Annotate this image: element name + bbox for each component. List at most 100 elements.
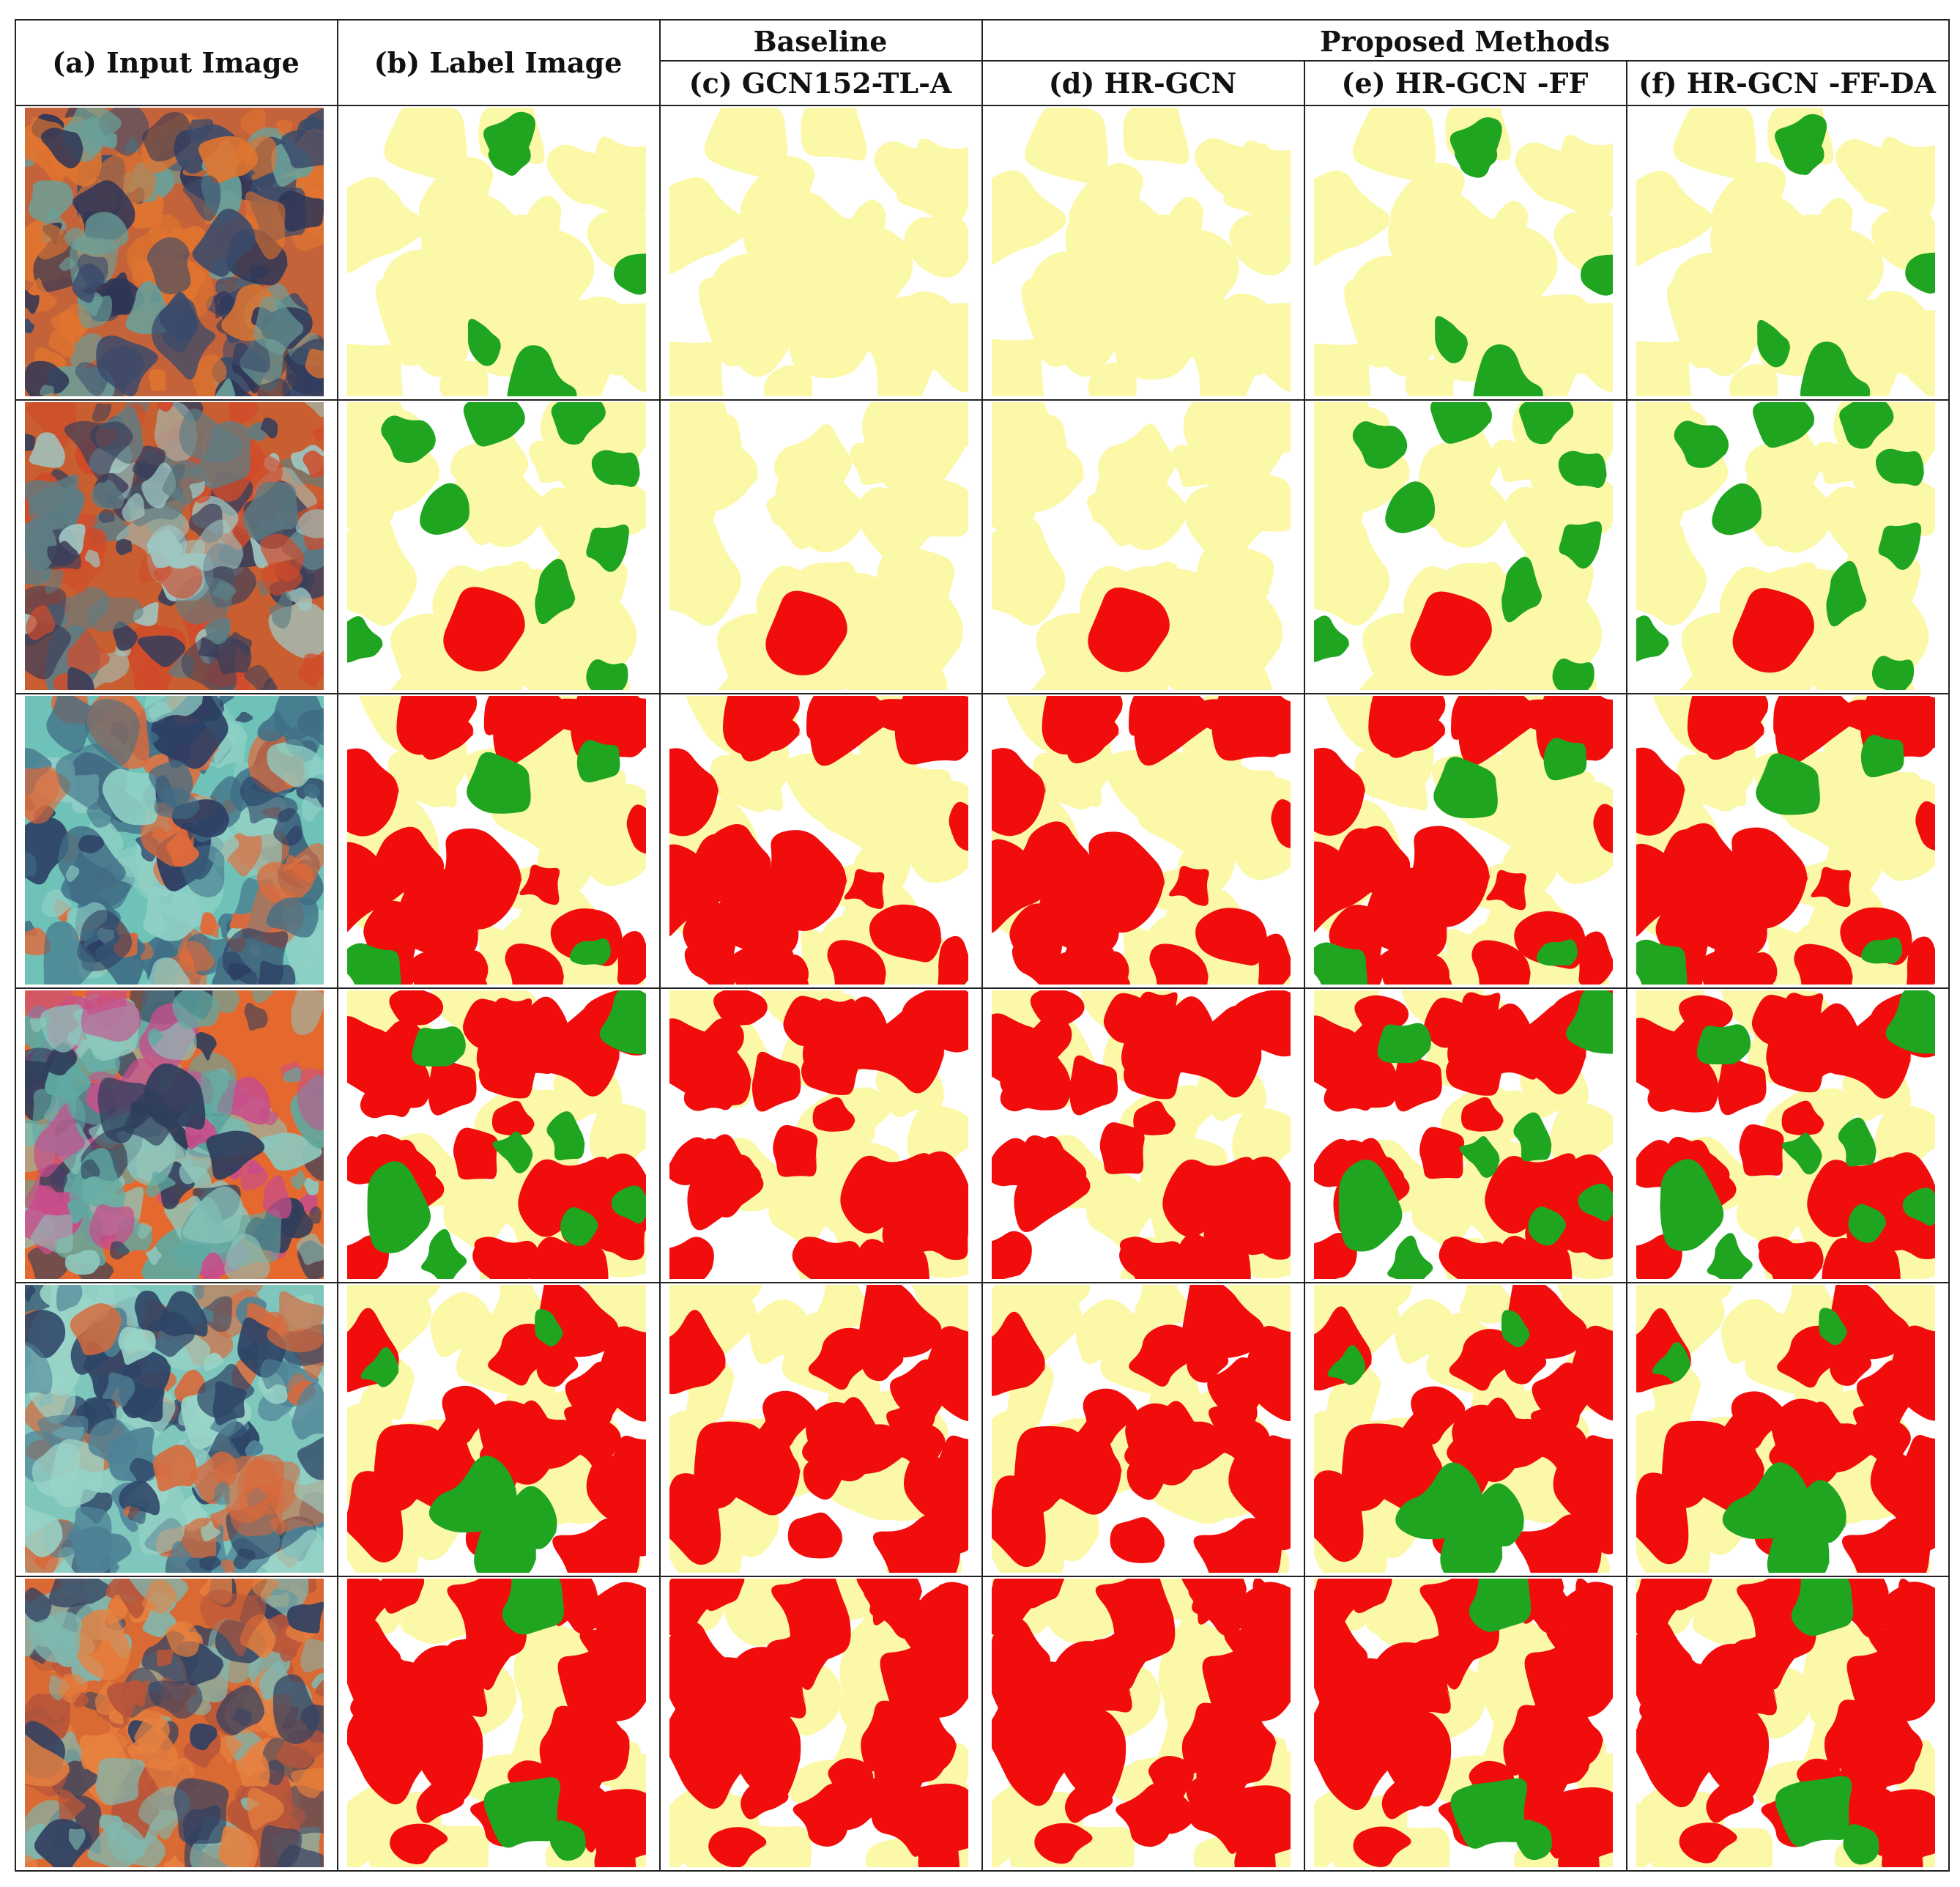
green-region xyxy=(1501,1310,1531,1348)
segmentation-map xyxy=(1314,990,1613,1279)
red-region xyxy=(1781,1100,1825,1135)
terrain-patch xyxy=(193,1031,218,1061)
terrain-patch xyxy=(292,1382,324,1440)
red-region xyxy=(1120,1237,1188,1279)
green-region xyxy=(535,1308,564,1346)
red-region xyxy=(1133,1100,1177,1135)
green-region xyxy=(1543,738,1588,781)
segmentation-map xyxy=(992,1285,1291,1573)
yellow-region xyxy=(1693,744,1748,807)
yellow-region xyxy=(1135,1285,1189,1326)
red-region xyxy=(609,1435,646,1486)
red-region xyxy=(1636,747,1686,836)
red-region xyxy=(592,1215,646,1261)
green-region xyxy=(360,1347,400,1387)
terrain-patch xyxy=(64,227,85,250)
green-region xyxy=(1781,1132,1823,1175)
terrain-patch xyxy=(25,1341,53,1395)
red-region xyxy=(598,1326,646,1422)
red-region xyxy=(1822,1237,1901,1279)
terrain-patch xyxy=(91,479,125,510)
green-region xyxy=(1528,1206,1567,1246)
red-region xyxy=(1126,1450,1168,1500)
red-region xyxy=(1718,1055,1767,1116)
terrain-patch xyxy=(179,1146,213,1185)
terrain-patch xyxy=(26,402,77,450)
red-region xyxy=(1410,591,1494,676)
green-region xyxy=(1848,1204,1887,1243)
red-region xyxy=(1514,1514,1603,1573)
terrain-patch xyxy=(25,1310,67,1359)
red-region xyxy=(1636,843,1703,937)
red-region xyxy=(827,940,886,985)
red-region xyxy=(792,1783,852,1847)
terrain-patch xyxy=(304,930,324,958)
red-region xyxy=(787,1512,844,1559)
red-region xyxy=(992,1475,1047,1568)
yellow-region xyxy=(904,217,968,278)
yellow-region xyxy=(347,517,421,626)
terrain-patch xyxy=(25,1285,37,1302)
table-side-border xyxy=(1948,19,1950,1872)
red-region xyxy=(669,1648,740,1723)
red-region xyxy=(416,1776,469,1823)
red-region xyxy=(1636,1472,1690,1565)
green-region xyxy=(1636,939,1689,985)
green-region xyxy=(591,450,641,487)
terrain-patch xyxy=(215,378,236,396)
green-region xyxy=(1707,1233,1757,1279)
terrain-patch xyxy=(163,1856,186,1867)
terrain-patch xyxy=(83,929,103,949)
red-region xyxy=(1846,1645,1935,1723)
red-region xyxy=(1442,1237,1511,1279)
red-region xyxy=(844,869,885,909)
terrain-patch xyxy=(302,451,324,478)
yellow-region xyxy=(1097,423,1179,505)
yellow-region xyxy=(1874,1104,1935,1175)
segmentation-map xyxy=(992,402,1291,690)
red-region xyxy=(1686,864,1775,959)
green-region xyxy=(1513,1112,1552,1162)
red-region xyxy=(1907,936,1935,985)
green-region xyxy=(1455,143,1499,176)
green-region xyxy=(1473,344,1548,396)
red-region xyxy=(1411,1386,1470,1445)
terrain-patch xyxy=(151,826,168,840)
red-region xyxy=(560,1417,624,1471)
yellow-region xyxy=(992,429,1091,513)
terrain-patch xyxy=(285,587,313,612)
red-region xyxy=(1393,1051,1443,1112)
terrain-patch xyxy=(244,1002,269,1031)
terrain-patch xyxy=(56,1285,83,1312)
red-region xyxy=(1841,1725,1907,1798)
yellow-region xyxy=(1736,1175,1803,1254)
red-region xyxy=(552,1518,641,1573)
terrain-patch xyxy=(25,852,37,878)
green-region xyxy=(1450,1778,1527,1849)
green-region xyxy=(1876,448,1925,486)
red-region xyxy=(992,748,1047,837)
red-region xyxy=(1758,1237,1827,1279)
terrain-patch xyxy=(99,1814,125,1842)
red-region xyxy=(453,1127,498,1180)
green-region xyxy=(1791,1579,1855,1636)
red-region xyxy=(850,1239,930,1279)
green-region xyxy=(1469,1579,1532,1632)
green-region xyxy=(1722,1462,1815,1540)
red-region xyxy=(505,943,564,985)
input-satellite-image xyxy=(25,696,324,985)
red-region xyxy=(1211,696,1291,761)
red-region xyxy=(1244,1326,1291,1421)
terrain-patch xyxy=(152,1445,198,1491)
segmentation-map xyxy=(1314,1285,1613,1573)
terrain-patch xyxy=(235,1750,270,1787)
yellow-region xyxy=(1411,1173,1478,1253)
red-region xyxy=(1493,1236,1574,1279)
red-region xyxy=(696,1138,767,1218)
green-region xyxy=(1696,1024,1754,1064)
terrain-patch xyxy=(192,208,258,277)
terrain-patch xyxy=(127,1726,179,1771)
yellow-region xyxy=(546,144,621,204)
terrain-patch xyxy=(146,957,193,985)
